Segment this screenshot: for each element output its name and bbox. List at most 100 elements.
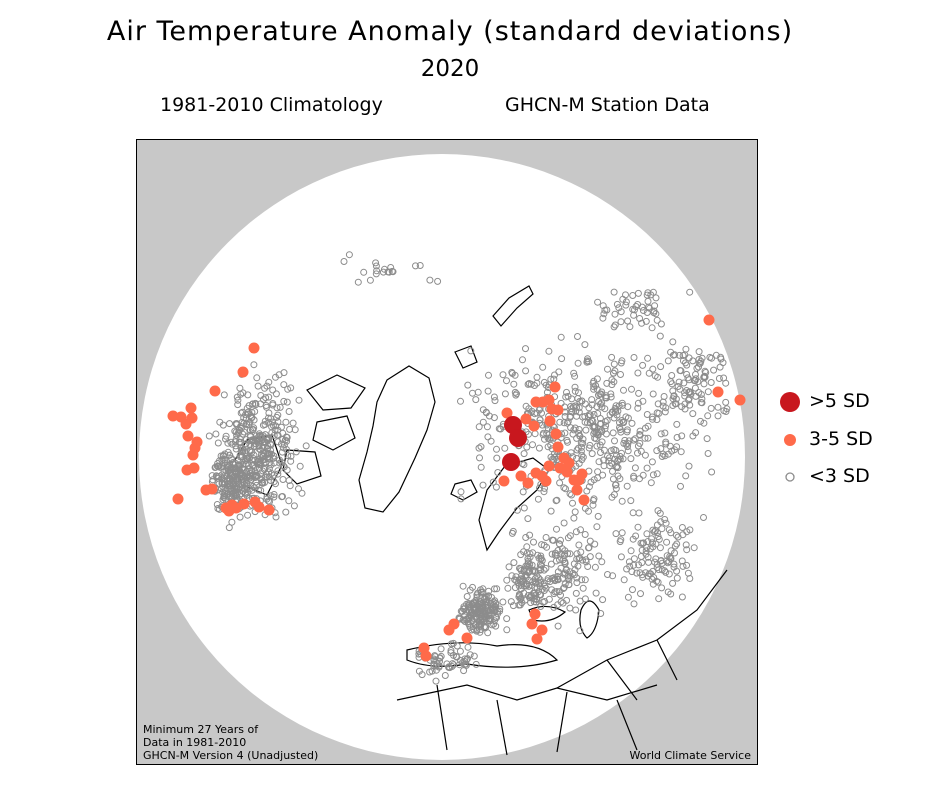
station-marker [583, 357, 591, 365]
station-marker [645, 570, 653, 578]
station-marker [686, 526, 694, 534]
station-marker [669, 402, 677, 409]
station-marker [464, 655, 471, 663]
station-marker [287, 452, 295, 460]
station-marker [463, 593, 471, 600]
station-marker [250, 361, 258, 369]
station-marker [673, 434, 681, 441]
station-marker [589, 501, 597, 509]
station-marker [519, 488, 527, 496]
station-marker [654, 578, 662, 586]
station-marker [636, 431, 644, 438]
station-marker [707, 404, 715, 412]
station-marker [513, 506, 521, 514]
station-marker [529, 441, 536, 449]
station-marker [588, 401, 596, 409]
station-marker [517, 595, 525, 603]
station-marker [418, 671, 426, 679]
station-marker [571, 508, 579, 516]
station-marker [620, 419, 628, 427]
station-marker [612, 481, 620, 489]
station-marker [617, 553, 625, 561]
station-marker [518, 599, 526, 607]
station-marker [265, 378, 273, 386]
station-marker [581, 413, 589, 420]
station-marker [274, 470, 282, 478]
station-marker [584, 563, 592, 570]
station-marker [285, 497, 293, 505]
station-marker [669, 395, 677, 403]
station-marker [634, 523, 642, 531]
station-marker [265, 418, 273, 426]
station-marker [601, 306, 609, 314]
station-marker [522, 582, 530, 590]
station-marker [222, 435, 229, 443]
station-marker [618, 497, 626, 505]
station-marker [679, 357, 687, 365]
station-marker [578, 443, 585, 451]
station-marker [577, 447, 585, 455]
station-marker [607, 390, 615, 398]
station-marker [597, 610, 605, 617]
station-marker [722, 408, 730, 415]
station-marker [654, 529, 661, 537]
station-marker [257, 475, 265, 483]
station-marker [630, 600, 638, 608]
station-marker [459, 616, 467, 624]
station-marker [235, 439, 243, 446]
station-marker [552, 497, 560, 505]
station-marker [678, 524, 686, 531]
station-marker [437, 652, 445, 660]
station-marker [550, 536, 557, 544]
station-marker [568, 491, 575, 499]
station-marker [205, 432, 213, 440]
legend-label: >5 SD [809, 390, 870, 412]
station-marker [662, 438, 670, 446]
station-marker [283, 434, 291, 441]
station-marker [698, 395, 706, 403]
station-marker [280, 381, 288, 389]
station-marker [459, 582, 467, 590]
station-marker [246, 472, 254, 480]
station-marker [475, 444, 483, 452]
station-marker [704, 388, 712, 396]
data-source-label: GHCN-M Station Data [505, 94, 710, 116]
station-marker [704, 450, 712, 457]
station-marker [589, 497, 597, 504]
station-marker [611, 310, 619, 318]
station-marker [633, 569, 641, 577]
station-marker [564, 418, 572, 426]
station-marker [600, 462, 608, 470]
station-marker [536, 484, 543, 492]
station-marker [561, 429, 569, 437]
station-marker [457, 488, 465, 496]
station-marker [637, 539, 645, 547]
station-marker [641, 451, 649, 459]
station-marker [661, 408, 669, 416]
station-marker [238, 418, 246, 426]
station-marker [657, 363, 665, 371]
station-marker [611, 437, 618, 445]
station-marker [664, 357, 672, 365]
station-marker [595, 458, 603, 466]
station-marker [634, 369, 642, 377]
station-marker [593, 523, 601, 531]
station-marker [496, 607, 504, 615]
station-marker [561, 413, 569, 420]
station-marker [697, 417, 704, 425]
station-marker [599, 596, 607, 604]
station-markers-3-5sd [167, 314, 746, 662]
station-marker [253, 374, 261, 382]
station-marker [464, 643, 472, 651]
station-marker [683, 561, 691, 569]
station-marker [685, 462, 693, 470]
station-marker [239, 487, 247, 495]
station-marker [520, 504, 528, 512]
station-marker [594, 298, 602, 306]
station-marker [590, 377, 598, 385]
station-marker [686, 401, 694, 409]
station-marker [255, 486, 262, 494]
station-marker-3-5sd [528, 420, 540, 432]
station-marker [689, 410, 697, 418]
station-marker [540, 579, 548, 587]
